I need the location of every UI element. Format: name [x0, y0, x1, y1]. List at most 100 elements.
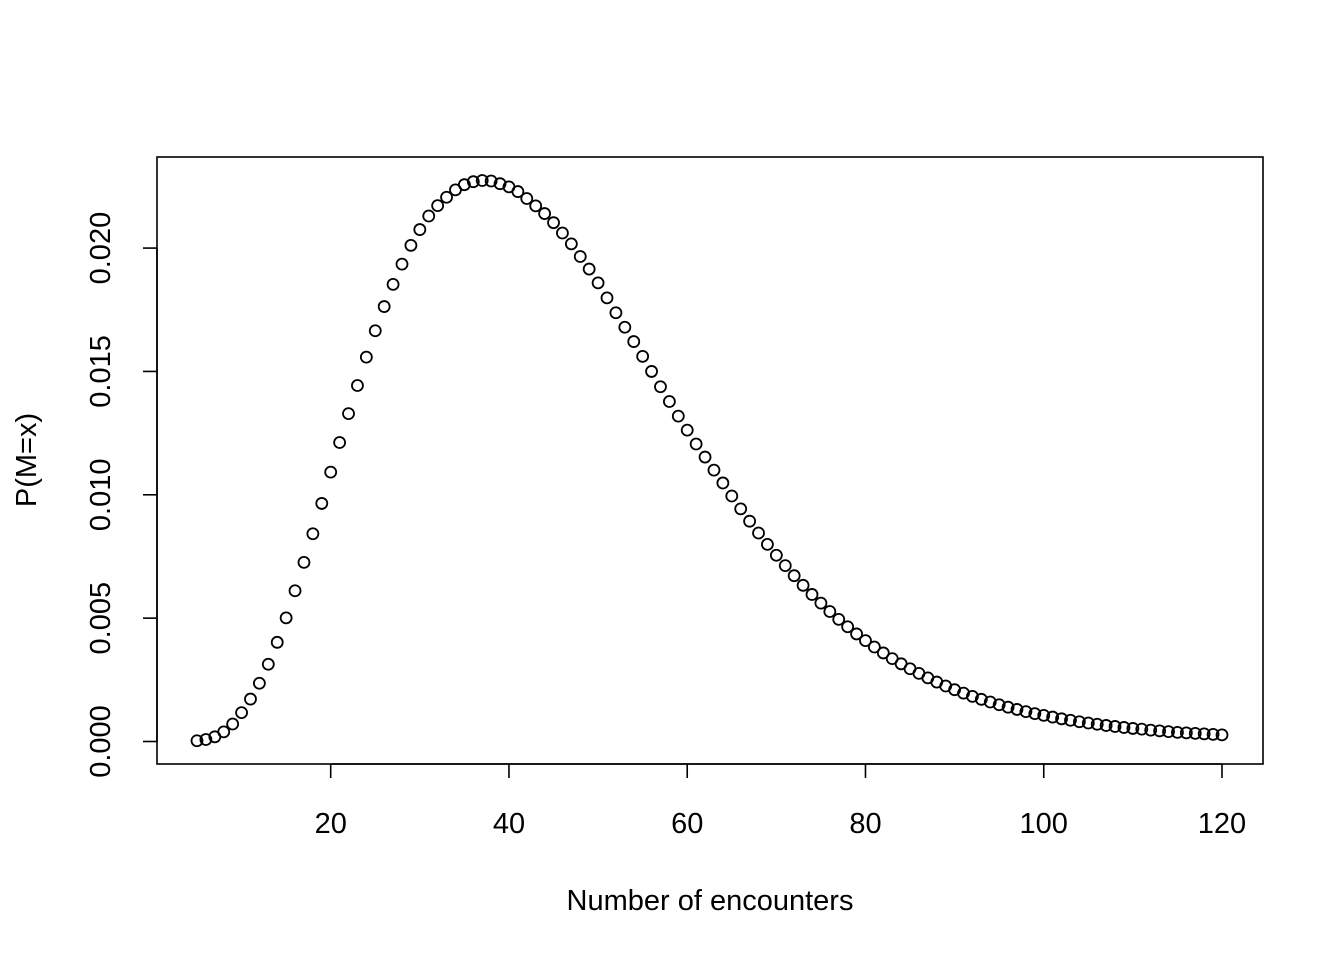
data-point — [850, 627, 863, 641]
data-point — [823, 605, 837, 618]
data-point — [351, 379, 364, 392]
data-point — [591, 276, 605, 290]
data-point — [413, 223, 427, 236]
data-point — [707, 463, 721, 477]
x-tick-label: 120 — [1198, 808, 1246, 840]
data-points — [190, 174, 1229, 748]
data-point — [1019, 705, 1033, 719]
data-point — [1153, 724, 1167, 738]
y-axis: 0.000 0.005 0.010 0.015 0.020 — [85, 212, 158, 778]
data-point — [618, 320, 632, 334]
data-point — [368, 324, 382, 338]
y-tick-label: 0.010 — [85, 459, 117, 532]
data-point — [190, 734, 204, 748]
data-point — [689, 437, 703, 451]
data-point — [333, 436, 347, 449]
data-point — [698, 450, 712, 464]
data-point — [787, 569, 801, 583]
x-tick-label: 100 — [1020, 808, 1068, 840]
data-point — [199, 733, 213, 746]
data-point — [520, 192, 534, 205]
data-point — [769, 548, 783, 562]
data-point — [226, 717, 240, 731]
data-point — [1037, 708, 1051, 722]
data-point — [1126, 722, 1140, 735]
data-point — [636, 349, 650, 363]
y-axis-label: P(M=x) — [11, 413, 43, 507]
data-point — [814, 596, 828, 610]
data-point — [547, 216, 560, 230]
data-point — [1117, 721, 1131, 734]
data-point — [761, 537, 774, 551]
data-point — [431, 199, 445, 213]
data-point — [752, 526, 765, 540]
data-point — [261, 657, 275, 671]
data-point — [662, 395, 676, 408]
data-point — [404, 238, 418, 252]
data-point — [573, 250, 587, 263]
data-point — [217, 725, 231, 739]
data-point — [832, 612, 846, 626]
data-point — [1072, 715, 1086, 729]
data-point — [324, 465, 338, 479]
data-point — [805, 588, 819, 601]
data-point — [876, 646, 890, 660]
data-point — [796, 578, 810, 592]
y-tick-label: 0.015 — [85, 335, 117, 408]
data-point — [734, 502, 748, 516]
data-point — [1171, 725, 1184, 739]
data-point — [556, 226, 569, 240]
data-point — [297, 555, 311, 569]
data-point — [1188, 726, 1202, 740]
data-point — [1099, 719, 1113, 732]
data-point — [716, 476, 730, 490]
data-point — [1001, 700, 1015, 714]
data-point — [475, 174, 489, 187]
data-point — [564, 237, 578, 251]
data-point — [422, 209, 436, 223]
data-point — [680, 423, 694, 437]
data-point — [1081, 716, 1095, 730]
y-tick-label: 0.005 — [85, 582, 117, 655]
data-point — [1064, 713, 1077, 727]
data-point — [974, 692, 988, 706]
data-point — [235, 706, 248, 720]
data-point — [983, 695, 997, 709]
data-point — [306, 527, 320, 541]
x-tick-label: 20 — [315, 808, 347, 840]
data-point — [288, 584, 302, 598]
data-point — [1135, 722, 1149, 736]
y-tick-label: 0.020 — [85, 212, 117, 285]
data-point — [654, 380, 667, 394]
x-axis-label: Number of encounters — [567, 885, 854, 917]
x-tick-label: 40 — [493, 808, 525, 840]
data-point — [743, 514, 757, 528]
data-point — [1055, 712, 1068, 726]
data-point — [359, 350, 373, 364]
data-point — [377, 300, 391, 313]
data-point — [270, 635, 284, 649]
data-point — [582, 262, 596, 276]
data-point — [1197, 727, 1211, 741]
data-point — [440, 190, 453, 204]
data-point — [778, 559, 792, 572]
data-point — [600, 291, 614, 305]
x-axis: 20 40 60 80 100 120 — [315, 763, 1246, 840]
data-point — [457, 178, 471, 192]
data-point — [538, 207, 552, 220]
data-point — [1090, 717, 1104, 731]
data-point — [1108, 720, 1122, 733]
data-point — [1144, 723, 1158, 737]
data-point — [252, 676, 266, 690]
x-tick-label: 60 — [671, 808, 703, 840]
data-point — [966, 689, 979, 703]
data-point — [1046, 710, 1060, 724]
data-point — [1162, 725, 1175, 739]
data-point — [511, 185, 525, 198]
data-point — [484, 174, 498, 188]
data-point — [671, 409, 685, 423]
data-point — [859, 634, 872, 647]
data-point — [529, 199, 543, 213]
data-point — [315, 497, 329, 510]
